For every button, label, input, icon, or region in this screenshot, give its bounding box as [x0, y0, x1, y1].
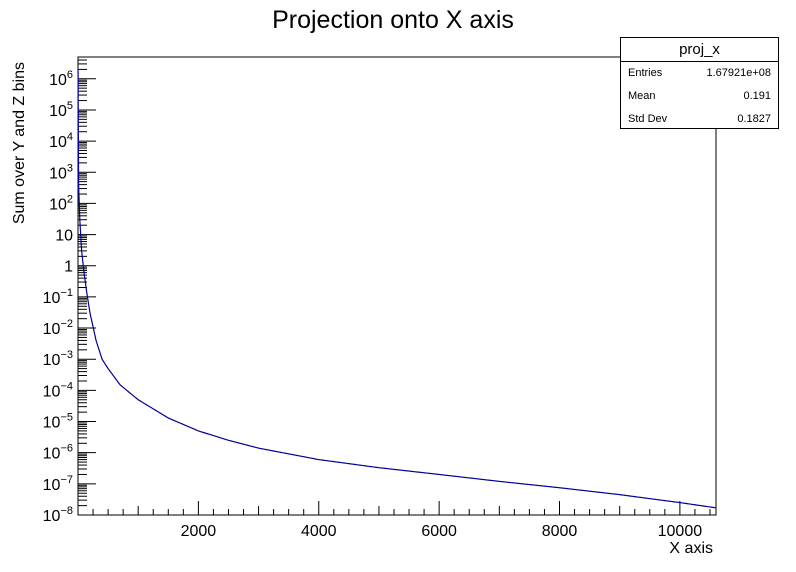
y-tick-label: 10−4 — [43, 380, 73, 400]
stats-row-stddev: Std Dev 0.1827 — [621, 108, 778, 131]
y-tick-label: 10−6 — [43, 443, 73, 463]
y-tick-label: 1 — [64, 259, 73, 276]
stats-value: 0.1827 — [737, 113, 771, 125]
x-tick-label: 6000 — [421, 523, 457, 540]
x-tick-label: 4000 — [301, 523, 337, 540]
x-axis: 2000 4000 6000 8000 10000 — [92, 501, 711, 540]
stats-row-mean: Mean 0.191 — [621, 85, 778, 108]
stats-label: Mean — [628, 90, 656, 102]
y-tick-label: 103 — [49, 162, 73, 182]
y-tick-label: 10−2 — [43, 318, 73, 338]
stats-box: proj_x Entries 1.67921e+08 Mean 0.191 St… — [620, 37, 779, 129]
y-tick-label: 10 — [55, 228, 73, 245]
stats-value: 1.67921e+08 — [706, 67, 771, 79]
series-line — [77, 69, 717, 509]
stats-row-entries: Entries 1.67921e+08 — [621, 62, 778, 85]
x-tick-label: 10000 — [658, 523, 703, 540]
y-tick-label: 104 — [49, 131, 73, 151]
y-axis: 10−8 10−7 10−6 10−5 10−4 10−3 10−2 10−1 1 10 102 10… — [43, 56, 96, 525]
stats-title: proj_x — [621, 38, 778, 62]
y-tick-label: 10−3 — [43, 349, 73, 369]
x-tick-label: 2000 — [181, 523, 217, 540]
y-tick-label: 10−5 — [43, 412, 73, 432]
y-tick-label: 102 — [49, 193, 73, 213]
y-tick-label: 10−8 — [43, 505, 73, 525]
y-tick-label: 105 — [49, 100, 73, 120]
y-tick-label: 106 — [49, 69, 73, 89]
x-tick-label: 8000 — [542, 523, 578, 540]
x-axis-label: X axis — [669, 540, 713, 557]
stats-label: Std Dev — [628, 113, 668, 125]
y-axis-label: Sum over Y and Z bins — [11, 62, 28, 224]
stats-value: 0.191 — [743, 90, 771, 102]
chart-title: Projection onto X axis — [272, 6, 514, 34]
stats-label: Entries — [628, 67, 663, 79]
y-tick-label: 10−7 — [43, 474, 73, 494]
plot-frame — [77, 56, 717, 516]
y-tick-label: 10−1 — [43, 287, 73, 307]
